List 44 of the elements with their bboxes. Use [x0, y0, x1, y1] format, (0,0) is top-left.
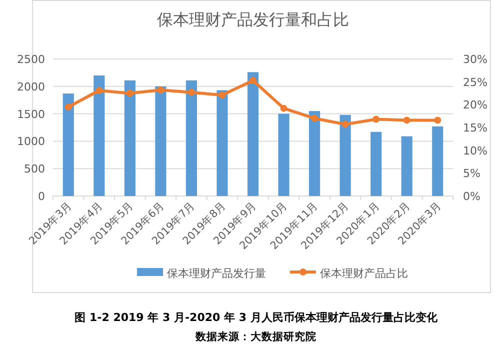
point [188, 88, 195, 96]
y2-tick-label: 15% [463, 122, 488, 134]
point [434, 116, 442, 124]
point [250, 76, 256, 84]
point [64, 103, 72, 110]
bar [216, 90, 228, 196]
bar [124, 80, 136, 196]
chart-title: 保本理财产品发行量和占比 [157, 10, 349, 29]
y-tick-label: 500 [24, 162, 45, 176]
legend-label: 保本理财产品发行量 [167, 267, 266, 280]
y-tick-label: 2500 [17, 53, 45, 66]
point [311, 114, 318, 122]
y-tick-label: 1500 [17, 108, 45, 121]
y2-tick-label: 5% [463, 167, 480, 180]
y2-tick-label: 20% [463, 98, 488, 112]
y2-tick-label: 0% [463, 190, 480, 203]
bar [370, 132, 382, 196]
source-note: 数据来源：大数据研究院 [194, 330, 316, 343]
bar [278, 114, 290, 196]
point [218, 92, 226, 99]
y-tick-label: 1000 [17, 135, 45, 148]
caption: 图 1-2 2019 年 3 月-2020 年 3 月人民币保本理财产品发行量占比变化 [74, 311, 438, 324]
point [403, 116, 410, 124]
bar [62, 94, 74, 196]
point [157, 86, 164, 94]
y2-tick-label: 25% [463, 76, 488, 89]
bar [155, 86, 166, 196]
bar [432, 126, 444, 196]
y2-tick-label: 10% [463, 144, 488, 158]
y-tick-label: 0 [38, 190, 45, 203]
point [280, 104, 288, 112]
bar [186, 80, 197, 196]
point [126, 90, 134, 97]
bar [247, 72, 259, 196]
bar [309, 111, 320, 196]
legend-label: 保本理财产品占比 [320, 267, 408, 280]
y-tick-label: 2000 [17, 80, 45, 94]
point [372, 116, 380, 123]
y2-tick-label: 30% [463, 53, 488, 66]
bar [401, 136, 412, 196]
bar [94, 75, 105, 196]
bar [340, 114, 351, 196]
point [342, 120, 349, 128]
point [96, 87, 103, 94]
